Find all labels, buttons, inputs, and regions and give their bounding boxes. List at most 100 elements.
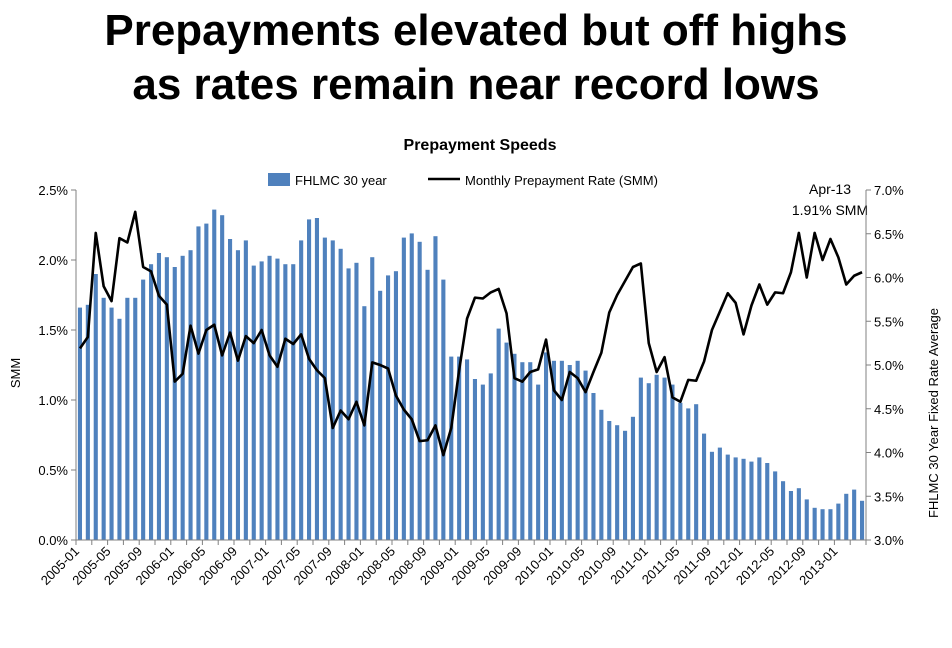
bar	[418, 242, 422, 540]
prepayment-chart: Prepayment Speeds FHLMC 30 year Monthly …	[0, 128, 952, 648]
bar	[212, 210, 216, 540]
chart-annotation: Apr-13 1.91% SMM	[792, 181, 868, 218]
bar	[781, 481, 785, 540]
bar	[370, 257, 374, 540]
y-tick-label: 2.5%	[38, 183, 68, 198]
annotation-line-1: Apr-13	[809, 181, 851, 197]
bar	[860, 501, 864, 540]
y-axis-label: SMM	[8, 358, 23, 388]
bar	[828, 509, 832, 540]
bar	[702, 434, 706, 540]
bar	[749, 462, 753, 540]
y-tick-label: 2.0%	[38, 253, 68, 268]
bar	[631, 417, 635, 540]
bar	[133, 298, 137, 540]
bar	[742, 459, 746, 540]
bar	[204, 224, 208, 540]
annotation-line-2: 1.91% SMM	[792, 202, 868, 218]
bar	[734, 457, 738, 540]
bar	[275, 259, 279, 540]
bar	[655, 375, 659, 540]
y2-tick-label: 3.0%	[874, 533, 904, 548]
bar	[639, 378, 643, 540]
bar	[244, 240, 248, 540]
bar	[512, 354, 516, 540]
bar-series	[78, 210, 864, 540]
bar	[102, 298, 106, 540]
bar	[220, 215, 224, 540]
bar	[536, 385, 540, 540]
bar	[607, 421, 611, 540]
bar	[189, 250, 193, 540]
y2-axis-label: FHLMC 30 Year Fixed Rate Average	[926, 308, 941, 518]
bar	[473, 379, 477, 540]
bar	[805, 499, 809, 540]
bar	[560, 361, 564, 540]
bar	[623, 431, 627, 540]
headline: Prepayments elevated but off highs as ra…	[0, 4, 952, 112]
bar	[441, 280, 445, 540]
chart-title: Prepayment Speeds	[404, 137, 557, 154]
chart-svg: Prepayment Speeds FHLMC 30 year Monthly …	[0, 128, 952, 643]
chart-legend: FHLMC 30 year Monthly Prepayment Rate (S…	[268, 173, 658, 188]
bar	[663, 378, 667, 540]
bar	[252, 266, 256, 540]
bar	[339, 249, 343, 540]
bar	[844, 494, 848, 540]
bar	[141, 280, 145, 540]
bar	[117, 319, 121, 540]
bar	[591, 393, 595, 540]
bar	[670, 385, 674, 540]
bar	[449, 357, 453, 540]
bar	[481, 385, 485, 540]
bar	[821, 509, 825, 540]
bar	[465, 359, 469, 540]
bar	[576, 361, 580, 540]
bar	[291, 264, 295, 540]
bar	[678, 403, 682, 540]
bar	[78, 308, 82, 540]
bar	[426, 270, 430, 540]
bar	[836, 504, 840, 540]
bar	[433, 236, 437, 540]
y2-tick-label: 4.0%	[874, 446, 904, 461]
bar	[757, 457, 761, 540]
y2-tick-label: 3.5%	[874, 489, 904, 504]
y2-tick-label: 6.5%	[874, 227, 904, 242]
y-tick-label: 1.5%	[38, 323, 68, 338]
bar	[125, 298, 129, 540]
bar	[647, 383, 651, 540]
bar	[813, 508, 817, 540]
bar	[94, 274, 98, 540]
bar	[165, 257, 169, 540]
bar	[378, 291, 382, 540]
bar	[347, 268, 351, 540]
bar	[260, 261, 264, 540]
legend-label-line: Monthly Prepayment Rate (SMM)	[465, 173, 658, 188]
bar	[568, 365, 572, 540]
bar	[307, 219, 311, 540]
bar	[299, 240, 303, 540]
bar	[181, 256, 185, 540]
bar	[773, 471, 777, 540]
bar	[315, 218, 319, 540]
bar	[710, 452, 714, 540]
bar	[520, 362, 524, 540]
bar	[852, 490, 856, 540]
bar	[584, 371, 588, 540]
bar	[283, 264, 287, 540]
bar	[497, 329, 501, 540]
y2-tick-label: 5.0%	[874, 358, 904, 373]
y-tick-label: 0.5%	[38, 463, 68, 478]
bar	[765, 463, 769, 540]
bar	[489, 373, 493, 540]
bar	[386, 275, 390, 540]
bar	[402, 238, 406, 540]
bar	[268, 256, 272, 540]
bar	[110, 308, 114, 540]
legend-label-bars: FHLMC 30 year	[295, 173, 387, 188]
bar	[789, 491, 793, 540]
headline-line-2: as rates remain near record lows	[0, 58, 952, 112]
bar	[331, 240, 335, 540]
bar	[615, 425, 619, 540]
